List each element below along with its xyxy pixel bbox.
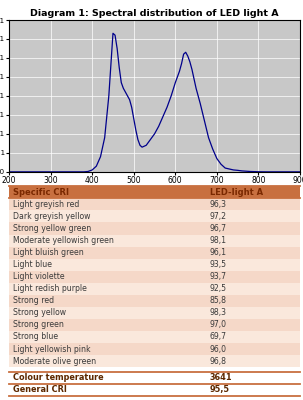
Bar [9,355,204,367]
Text: 3641: 3641 [210,374,232,382]
Text: Strong yellow green: Strong yellow green [13,224,92,233]
Bar [9,259,204,271]
Bar [204,186,300,198]
Bar [204,331,300,343]
Bar [9,372,204,384]
Text: General CRI: General CRI [13,386,67,394]
Title: Diagram 1: Spectral distribution of LED light A: Diagram 1: Spectral distribution of LED … [30,9,279,18]
Bar [9,222,204,234]
Bar [9,186,204,198]
Text: 97,0: 97,0 [210,320,227,329]
Bar [9,307,204,319]
Text: Specific CRI: Specific CRI [13,188,69,197]
Text: 95,5: 95,5 [210,386,230,394]
Text: Light blue: Light blue [13,260,52,269]
Text: 96,8: 96,8 [210,356,227,366]
Bar [204,307,300,319]
Bar [204,384,300,396]
Text: Moderate yellowish green: Moderate yellowish green [13,236,114,245]
Bar [9,198,204,210]
Bar [204,283,300,295]
Bar [9,234,204,246]
Text: Light greyish red: Light greyish red [13,200,80,209]
Text: Light yellowish pink: Light yellowish pink [13,344,91,354]
X-axis label: Wave length in nm: Wave length in nm [115,186,194,196]
Bar [204,319,300,331]
Text: 96,0: 96,0 [210,344,227,354]
Text: Strong red: Strong red [13,296,55,305]
Text: Light violette: Light violette [13,272,65,281]
Text: 97,2: 97,2 [210,212,227,221]
Text: LED-light A: LED-light A [210,188,263,197]
Bar [9,283,204,295]
Text: 93,7: 93,7 [210,272,227,281]
Text: 69,7: 69,7 [210,332,227,342]
Bar [204,246,300,259]
Bar [204,355,300,367]
Bar [9,295,204,307]
Bar [204,259,300,271]
Text: 98,1: 98,1 [210,236,227,245]
Text: 96,7: 96,7 [210,224,227,233]
Bar [204,198,300,210]
Text: Moderate olive green: Moderate olive green [13,356,97,366]
Text: Strong blue: Strong blue [13,332,58,342]
Bar [9,319,204,331]
Bar [9,246,204,259]
Bar [9,271,204,283]
Bar [9,331,204,343]
Text: Light bluish green: Light bluish green [13,248,84,257]
Text: Dark greyish yellow: Dark greyish yellow [13,212,91,221]
Text: 92,5: 92,5 [210,284,227,293]
Text: Light redish purple: Light redish purple [13,284,87,293]
Bar [9,343,204,355]
Text: 93,5: 93,5 [210,260,227,269]
Bar [204,295,300,307]
Bar [204,234,300,246]
Bar [9,384,204,396]
Text: 85,8: 85,8 [210,296,227,305]
Bar [204,372,300,384]
Text: Strong green: Strong green [13,320,64,329]
Text: Strong yellow: Strong yellow [13,308,67,317]
Text: 96,3: 96,3 [210,200,227,209]
Bar [204,210,300,222]
Text: 96,1: 96,1 [210,248,227,257]
Bar [204,222,300,234]
Text: 98,3: 98,3 [210,308,227,317]
Text: Colour temperature: Colour temperature [13,374,104,382]
Bar [204,271,300,283]
Bar [204,343,300,355]
Bar [9,210,204,222]
